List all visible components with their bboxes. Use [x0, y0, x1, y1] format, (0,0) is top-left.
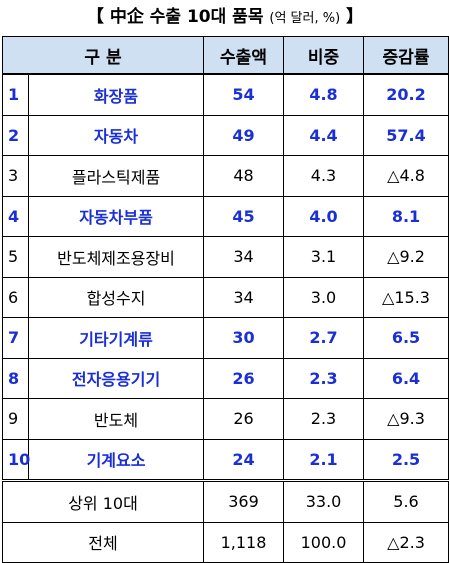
share-cell: 4.4 [283, 114, 365, 156]
change-cell: 20.2 [363, 73, 450, 116]
change-cell: 8.1 [363, 195, 450, 237]
change-cell: △15.3 [363, 276, 450, 318]
table-row: 4 자동차부품 45 4.0 8.1 [2, 195, 450, 237]
table-row: 3 플라스틱제품 48 4.3 △4.8 [2, 155, 450, 197]
table-row: 7 기타기계류 30 2.7 6.5 [2, 317, 450, 359]
change-cell: 2.5 [363, 438, 450, 481]
rank-cell: 8 [2, 357, 29, 399]
table-row: 6 합성수지 34 3.0 △15.3 [2, 276, 450, 318]
summary-change: △2.3 [363, 521, 450, 563]
item-cell: 기계요소 [27, 438, 205, 481]
share-cell: 2.3 [283, 398, 365, 440]
export-cell: 26 [203, 357, 285, 399]
share-cell: 4.3 [283, 155, 365, 197]
item-cell: 플라스틱제품 [27, 155, 205, 197]
rank-cell: 2 [2, 114, 29, 156]
summary-change: 5.6 [363, 479, 450, 523]
rank-cell: 9 [2, 398, 29, 440]
summary-share: 33.0 [283, 479, 365, 523]
summary-row: 전체 1,118 100.0 △2.3 [1, 521, 450, 563]
rank-cell: 7 [2, 317, 29, 359]
share-cell: 4.0 [283, 195, 365, 237]
rank-cell: 3 [2, 155, 29, 197]
summary-label: 전체 [1, 521, 205, 563]
export-cell: 26 [203, 398, 285, 440]
title-unit: (억 달러, %) [269, 11, 341, 26]
table-row: 10 기계요소 24 2.1 2.5 [2, 438, 450, 481]
export-cell: 30 [203, 317, 285, 359]
item-cell: 전자응용기기 [27, 357, 205, 399]
share-cell: 3.0 [283, 276, 365, 318]
table-title: 【 中企 수출 10대 품목 (억 달러, %) 】 [0, 0, 450, 36]
header-export: 수출액 [203, 36, 285, 75]
summary-label: 상위 10대 [1, 479, 205, 523]
rank-cell: 10 [2, 438, 30, 481]
summary-share: 100.0 [283, 521, 365, 563]
change-cell: 6.5 [363, 317, 450, 359]
item-cell: 화장품 [27, 73, 205, 116]
item-cell: 반도체 [27, 398, 205, 440]
export-cell: 45 [203, 195, 285, 237]
share-cell: 3.1 [283, 236, 365, 278]
change-cell: 6.4 [363, 357, 450, 399]
header-share: 비중 [283, 36, 365, 75]
share-cell: 4.8 [283, 73, 365, 116]
rank-cell: 5 [2, 236, 29, 278]
rank-cell: 1 [2, 73, 29, 116]
change-cell: △9.2 [363, 236, 450, 278]
summary-export: 1,118 [203, 521, 285, 563]
rank-cell: 4 [2, 195, 29, 237]
export-cell: 34 [203, 236, 285, 278]
change-cell: △9.3 [363, 398, 450, 440]
table-header-row: 구 분 수출액 비중 증감률 [1, 36, 450, 75]
export-cell: 34 [203, 276, 285, 318]
export-cell: 24 [203, 438, 285, 481]
item-cell: 반도체제조용장비 [27, 236, 205, 278]
table-row: 1 화장품 54 4.8 20.2 [2, 73, 450, 116]
title-close: 】 [346, 7, 364, 27]
table-row: 8 전자응용기기 26 2.3 6.4 [2, 357, 450, 399]
title-main: 【 中企 수출 10대 품목 [86, 7, 264, 27]
table-row: 9 반도체 26 2.3 △9.3 [2, 398, 450, 440]
export-items-table: 구 분 수출액 비중 증감률 1 화장품 54 4.8 20.2 2 자동차 49 4.4 57.… [1, 36, 450, 563]
export-cell: 54 [203, 73, 285, 116]
share-cell: 2.7 [283, 317, 365, 359]
item-cell: 자동차 [27, 114, 205, 156]
table-row: 2 자동차 49 4.4 57.4 [2, 114, 450, 156]
header-category: 구 분 [1, 36, 205, 75]
rank-cell: 6 [2, 276, 29, 318]
change-cell: △4.8 [363, 155, 450, 197]
header-change: 증감률 [363, 36, 450, 75]
change-cell: 57.4 [363, 114, 450, 156]
summary-export: 369 [203, 479, 285, 523]
item-cell: 합성수지 [27, 276, 205, 318]
table-row: 5 반도체제조용장비 34 3.1 △9.2 [2, 236, 450, 278]
item-cell: 기타기계류 [27, 317, 205, 359]
export-cell: 49 [203, 114, 285, 156]
summary-row: 상위 10대 369 33.0 5.6 [1, 479, 450, 523]
export-cell: 48 [203, 155, 285, 197]
share-cell: 2.1 [283, 438, 365, 481]
item-cell: 자동차부품 [27, 195, 205, 237]
share-cell: 2.3 [283, 357, 365, 399]
